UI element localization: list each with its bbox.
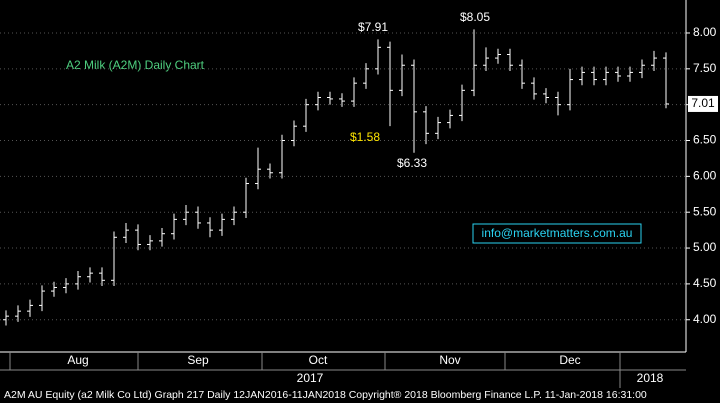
year-label: 2017 xyxy=(297,371,324,385)
y-tick-label: 6.00 xyxy=(693,169,717,183)
chart-title: A2 Milk (A2M) Daily Chart xyxy=(66,58,205,72)
last-price: 7.01 xyxy=(691,96,715,110)
footer: A2M AU Equity (a2 Milk Co Ltd) Graph 217… xyxy=(4,389,647,401)
y-tick-label: 6.50 xyxy=(693,133,717,147)
annotation: $7.91 xyxy=(358,20,388,34)
month-separators xyxy=(9,352,621,388)
x-tick-label: Dec xyxy=(559,353,580,367)
x-tick-label: Aug xyxy=(67,353,88,367)
annotation: $1.58 xyxy=(350,130,380,144)
y-tick-label: 5.50 xyxy=(693,204,717,218)
y-tick-label: 7.50 xyxy=(693,61,717,75)
x-tick-label: Oct xyxy=(309,353,328,367)
year-label: 2018 xyxy=(637,371,664,385)
contact-box xyxy=(472,223,642,244)
x-tick-label: Sep xyxy=(187,353,209,367)
y-tick-label: 8.00 xyxy=(693,25,717,39)
annotation: $8.05 xyxy=(460,10,490,24)
last-price-box xyxy=(688,95,718,112)
contact: info@marketmatters.com.au xyxy=(482,226,633,240)
annotation: $6.33 xyxy=(397,156,427,170)
y-tick-label: 5.00 xyxy=(693,240,717,254)
x-tick-label: Nov xyxy=(439,353,460,367)
y-tick-label: 4.50 xyxy=(693,276,717,290)
y-tick-label: 4.00 xyxy=(693,312,717,326)
